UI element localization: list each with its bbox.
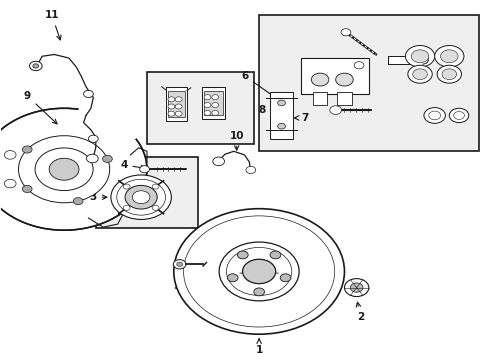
- Circle shape: [83, 90, 93, 98]
- Circle shape: [405, 45, 434, 67]
- Circle shape: [123, 205, 130, 210]
- Text: 8: 8: [258, 105, 265, 115]
- Bar: [387, 55, 422, 64]
- Circle shape: [335, 73, 352, 86]
- Text: 7: 7: [294, 113, 308, 123]
- Bar: [147, 72, 254, 144]
- Circle shape: [349, 283, 362, 292]
- Bar: [300, 58, 368, 94]
- Circle shape: [140, 166, 149, 173]
- Circle shape: [203, 103, 210, 108]
- Wedge shape: [64, 106, 140, 169]
- Circle shape: [167, 104, 174, 109]
- Circle shape: [280, 274, 290, 282]
- Text: 5: 5: [173, 273, 181, 292]
- Circle shape: [173, 260, 185, 269]
- Circle shape: [152, 184, 159, 189]
- Circle shape: [203, 111, 210, 116]
- Text: 10: 10: [229, 131, 244, 150]
- Circle shape: [111, 175, 171, 220]
- Text: 4: 4: [120, 160, 145, 170]
- Circle shape: [219, 242, 299, 301]
- Circle shape: [132, 191, 150, 204]
- Circle shape: [0, 108, 147, 230]
- Text: 2: 2: [356, 302, 364, 321]
- Bar: [203, 91, 222, 116]
- Circle shape: [277, 100, 285, 106]
- Bar: [96, 157, 198, 228]
- Circle shape: [22, 146, 32, 153]
- Circle shape: [175, 104, 182, 109]
- Circle shape: [423, 108, 445, 123]
- Circle shape: [440, 50, 457, 63]
- Circle shape: [448, 108, 468, 123]
- Circle shape: [49, 158, 79, 180]
- Circle shape: [4, 179, 16, 188]
- Bar: [168, 91, 184, 117]
- Circle shape: [86, 154, 98, 163]
- Circle shape: [410, 50, 428, 63]
- Circle shape: [19, 136, 109, 203]
- Text: 1: 1: [255, 339, 262, 355]
- Circle shape: [227, 274, 238, 282]
- Circle shape: [73, 198, 83, 205]
- Circle shape: [22, 185, 32, 193]
- Circle shape: [311, 73, 328, 86]
- Circle shape: [344, 279, 368, 297]
- Circle shape: [277, 123, 285, 129]
- Circle shape: [329, 106, 341, 114]
- Circle shape: [245, 166, 255, 174]
- Circle shape: [211, 111, 218, 116]
- Circle shape: [407, 65, 431, 83]
- Circle shape: [269, 251, 280, 259]
- Circle shape: [175, 111, 182, 116]
- Circle shape: [203, 95, 210, 100]
- Circle shape: [212, 157, 224, 166]
- Bar: [259, 15, 478, 151]
- Circle shape: [125, 185, 157, 209]
- Circle shape: [253, 288, 264, 296]
- Bar: [201, 87, 224, 119]
- Circle shape: [211, 103, 218, 108]
- Circle shape: [242, 259, 275, 284]
- Circle shape: [412, 69, 427, 80]
- Text: 11: 11: [44, 10, 61, 40]
- Circle shape: [237, 251, 247, 259]
- Circle shape: [173, 209, 344, 334]
- Circle shape: [33, 64, 39, 68]
- Circle shape: [353, 62, 363, 69]
- Text: 3: 3: [89, 192, 107, 202]
- Circle shape: [102, 155, 112, 162]
- Circle shape: [167, 111, 174, 116]
- Circle shape: [35, 148, 93, 190]
- Bar: [166, 87, 186, 121]
- Circle shape: [167, 97, 174, 102]
- Circle shape: [340, 29, 350, 36]
- Bar: [336, 92, 351, 105]
- Circle shape: [436, 65, 461, 83]
- Circle shape: [176, 262, 182, 266]
- Circle shape: [88, 135, 98, 142]
- Circle shape: [152, 205, 159, 210]
- Circle shape: [211, 95, 218, 100]
- Text: 6: 6: [241, 71, 289, 108]
- Circle shape: [4, 150, 16, 159]
- Circle shape: [123, 184, 130, 189]
- Circle shape: [29, 61, 42, 71]
- Text: 9: 9: [24, 91, 57, 124]
- Bar: [312, 92, 327, 105]
- Circle shape: [175, 97, 182, 102]
- Bar: [269, 92, 293, 139]
- Circle shape: [441, 69, 456, 80]
- Circle shape: [434, 45, 463, 67]
